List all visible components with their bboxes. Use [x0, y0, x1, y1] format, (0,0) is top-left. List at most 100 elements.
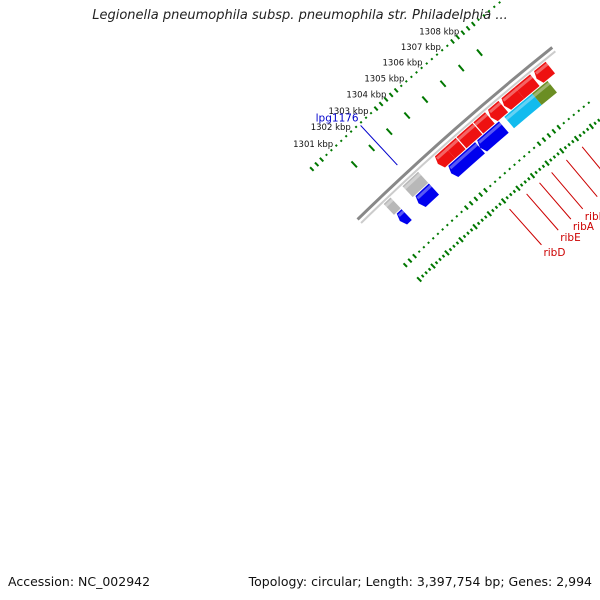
- gc-skew-dots-inner: [498, 176, 502, 179]
- gc-skew-dots-inner: [503, 171, 507, 175]
- gc-content-dots-outer: [445, 44, 449, 48]
- gene-label-ribA: ribA: [573, 221, 595, 233]
- gc-skew-dots-inner: [551, 128, 557, 134]
- gc-skew-dots-inner: [436, 232, 440, 236]
- gene-feature-highlight: [502, 88, 518, 102]
- gc-skew-dots-innermost: [519, 183, 524, 187]
- tick-label-1306: 1306 kbp: [383, 59, 423, 69]
- gc-skew-dots-inner: [450, 219, 454, 223]
- gc-skew-dots-innermost: [416, 276, 423, 283]
- gc-content-dots-outer: [409, 75, 413, 79]
- scale-tick: [421, 95, 429, 104]
- scale-tick: [439, 80, 447, 88]
- gc-skew-dots-innermost: [472, 223, 478, 230]
- gene-feature-highlight: [535, 62, 549, 75]
- gc-skew-dots-inner: [455, 214, 459, 218]
- gc-plot-ticks: [309, 1, 600, 283]
- gc-skew-dots-innermost: [509, 192, 513, 197]
- gene-feature-blue: [396, 209, 412, 225]
- gc-skew-dots-inner: [488, 184, 492, 188]
- tick-label-1308: 1308 kbp: [419, 27, 459, 37]
- gc-content-dots-outer: [329, 148, 333, 152]
- gc-skew-dots-inner: [441, 228, 445, 231]
- scale-ticks: 1301 kbp 1302 kbp 1303 kbp 1304 kbp 1305 kbp…: [293, 27, 483, 168]
- gc-content-dots-outer: [477, 18, 480, 22]
- gc-skew-dots-innermost: [593, 121, 597, 126]
- leader-line: [566, 159, 598, 198]
- gene-feature-red: [534, 61, 556, 83]
- gene-feature-highlight: [397, 210, 405, 217]
- scale-tick: [368, 144, 376, 152]
- gc-skew-dots-innermost: [458, 236, 464, 243]
- gc-content-dots-outer: [359, 120, 363, 124]
- gc-skew-dots-inner: [532, 146, 536, 150]
- gc-skew-dots-innermost: [527, 177, 531, 181]
- leader-line: [539, 182, 572, 220]
- leader-line: [360, 125, 398, 166]
- leader-line: [509, 208, 542, 246]
- gc-skew-dots-innermost: [498, 202, 502, 206]
- gc-skew-dots-innermost: [563, 145, 568, 150]
- gc-skew-dots-inner: [473, 196, 479, 202]
- gc-content-dots-outer: [354, 125, 358, 129]
- gc-content-dots-outer: [492, 5, 496, 9]
- gc-skew-dots-inner: [493, 180, 497, 184]
- gene-feature-blue: [448, 142, 485, 178]
- gc-skew-dots-innermost: [567, 142, 571, 147]
- gc-skew-dots-innermost: [452, 244, 456, 249]
- gc-skew-dots-inner: [541, 137, 547, 143]
- gene-feature-highlight: [435, 148, 449, 160]
- tick-label-1304: 1304 kbp: [346, 91, 386, 101]
- gc-content-dots-outer: [369, 111, 373, 115]
- gc-content-dots-outer: [435, 53, 439, 57]
- gene-feature-gray: [402, 171, 429, 198]
- gc-content-dots-outer: [373, 106, 379, 112]
- gc-skew-dots-innermost: [515, 185, 521, 192]
- gc-content-dots-outer: [314, 161, 320, 167]
- scale-tick: [403, 111, 411, 120]
- gc-skew-dots-innermost: [538, 167, 542, 172]
- gc-content-dots-outer: [349, 130, 353, 133]
- gc-content-dots-outer: [378, 101, 384, 107]
- gc-skew-dots-innermost: [424, 270, 428, 275]
- gc-skew-dots-inner: [412, 253, 418, 259]
- gc-skew-dots-innermost: [541, 164, 546, 169]
- gene-feature-highlight: [416, 184, 432, 200]
- gc-skew-dots-innermost: [494, 205, 499, 210]
- gc-skew-dots-innermost: [455, 241, 460, 245]
- backbone: [356, 46, 556, 224]
- gene-feature-red: [434, 147, 456, 168]
- gc-content-dots-outer: [415, 70, 418, 74]
- gc-content-dots-outer: [364, 116, 368, 120]
- gc-skew-dots-innermost: [505, 195, 509, 200]
- gc-content-dots-outer: [388, 92, 394, 98]
- gene-feature-highlight: [457, 124, 476, 141]
- gc-skew-dots-innermost: [491, 208, 495, 213]
- gene-label-ribD: ribD: [543, 247, 565, 259]
- gc-skew-dots-inner: [556, 124, 562, 130]
- gc-skew-dots-innermost: [548, 158, 553, 162]
- gene-feature-highlight: [446, 138, 459, 151]
- gc-skew-dots-inner: [527, 150, 531, 154]
- gc-skew-dots-inner: [536, 141, 542, 147]
- gc-skew-dots-innermost: [585, 127, 590, 132]
- gc-content-dots-outer: [470, 21, 476, 27]
- gc-skew-dots-innermost: [573, 135, 580, 142]
- gene-label-ribH: ribH: [585, 211, 600, 223]
- gc-skew-dots-innermost: [480, 218, 484, 222]
- gc-skew-dots-inner: [587, 101, 591, 105]
- gene-feature-red: [456, 123, 483, 149]
- scale-tick: [385, 128, 393, 136]
- leader-line: [526, 193, 559, 231]
- gc-skew-dots-innermost: [466, 231, 470, 235]
- gene-feature-blue: [477, 121, 509, 152]
- gene-feature-highlight: [474, 113, 488, 126]
- gc-content-dots-outer: [498, 1, 501, 4]
- gc-skew-dots-inner: [445, 223, 449, 227]
- gc-skew-dots-innermost: [438, 257, 442, 262]
- accession-text: Accession: NC_002942: [8, 574, 151, 589]
- gc-skew-dots-innermost: [469, 228, 474, 232]
- gc-content-dots-outer: [450, 38, 455, 44]
- gc-skew-dots-innermost: [512, 189, 517, 194]
- gc-skew-dots-innermost: [448, 247, 453, 252]
